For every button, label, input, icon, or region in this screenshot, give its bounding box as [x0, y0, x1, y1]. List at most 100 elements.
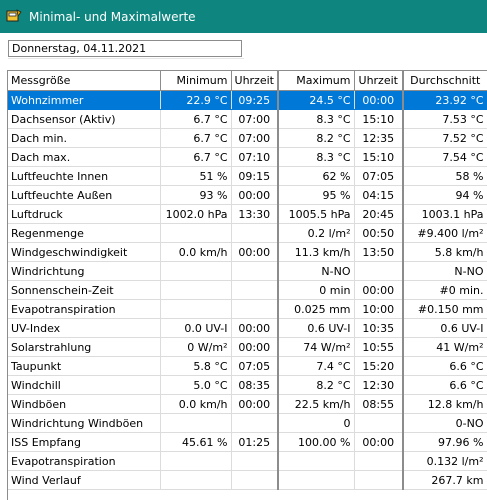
table-header: Messgröße Minimum Uhrzeit Maximum Uhrzei…	[8, 71, 487, 91]
table-row[interactable]: Evapotranspiration 0.132 l/m²	[8, 451, 487, 471]
table-row[interactable]: Luftfeuchte Außen 93 % 00:00 95 % 04:15 94 %	[8, 185, 487, 205]
cell-maximum: 8.2 °C	[277, 375, 355, 395]
cell-durchschnitt: 7.52 °C	[402, 128, 487, 148]
cell-messgroesse: UV-Index	[8, 318, 161, 338]
cell-durchschnitt: 97.96 %	[402, 432, 487, 452]
cell-maximum: 24.5 °C	[277, 90, 355, 110]
table-row[interactable]: Windrichtung N-NO N-NO	[8, 261, 487, 281]
cell-durchschnitt: 12.8 km/h	[402, 394, 487, 414]
cell-durchschnitt: 0.6 UV-I	[402, 318, 487, 338]
cell-minimum: 0.0 UV-I	[160, 318, 232, 338]
table-row[interactable]: Windchill 5.0 °C 08:35 8.2 °C 12:30 6.6 °C	[8, 375, 487, 395]
column-header-messgroesse[interactable]: Messgröße	[8, 71, 161, 91]
cell-uhrzeit-min: 00:00	[231, 185, 279, 205]
cell-uhrzeit-max	[354, 451, 404, 471]
title-bar[interactable]: Minimal- und Maximalwerte	[0, 0, 487, 33]
cell-maximum: N-NO	[277, 261, 355, 281]
table-row[interactable]: Regenmenge 0.2 l/m² 00:50 #9.400 l/m²	[8, 223, 487, 243]
cell-uhrzeit-max: 00:00	[354, 280, 404, 300]
table-row[interactable]: Wind Verlauf 267.7 km	[8, 470, 487, 490]
table-row[interactable]: Luftdruck 1002.0 hPa 13:30 1005.5 hPa 20:45 1…	[8, 204, 487, 224]
date-field-shadow	[8, 58, 244, 59]
cell-minimum: 5.0 °C	[160, 375, 232, 395]
cell-uhrzeit-min	[231, 299, 279, 319]
cell-durchschnitt: 23.92 °C	[402, 90, 487, 110]
table-row[interactable]: Solarstrahlung 0 W/m² 00:00 74 W/m² 10:55 41 …	[8, 337, 487, 357]
cell-uhrzeit-min: 00:00	[231, 318, 279, 338]
cell-maximum: 0.6 UV-I	[277, 318, 355, 338]
cell-messgroesse: Dach max.	[8, 147, 161, 167]
cell-uhrzeit-min: 01:25	[231, 432, 279, 452]
cell-uhrzeit-max	[354, 261, 404, 281]
table-row[interactable]: Dach min. 6.7 °C 07:00 8.2 °C 12:35 7.52 °C	[8, 128, 487, 148]
cell-uhrzeit-min: 08:35	[231, 375, 279, 395]
cell-durchschnitt: 0.132 l/m²	[402, 451, 487, 471]
table-row[interactable]: UV-Index 0.0 UV-I 00:00 0.6 UV-I 10:35 0.6 UV…	[8, 318, 487, 338]
cell-maximum: 1005.5 hPa	[277, 204, 355, 224]
table-row[interactable]: Dach max. 6.7 °C 07:10 8.3 °C 15:10 7.54 °C	[8, 147, 487, 167]
cell-uhrzeit-min: 00:00	[231, 337, 279, 357]
cell-maximum: 62 %	[277, 166, 355, 186]
cell-uhrzeit-max: 12:30	[354, 375, 404, 395]
cell-messgroesse: Taupunkt	[8, 356, 161, 376]
cell-minimum	[160, 299, 232, 319]
table-row[interactable]: Wohnzimmer 22.9 °C 09:25 24.5 °C 00:00 23.92 …	[8, 90, 487, 110]
cell-maximum: 100.00 %	[277, 432, 355, 452]
cell-minimum	[160, 470, 232, 490]
cell-messgroesse: Evapotranspiration	[8, 299, 161, 319]
cell-minimum: 22.9 °C	[160, 90, 232, 110]
cell-messgroesse: Windchill	[8, 375, 161, 395]
cell-maximum: 8.3 °C	[277, 147, 355, 167]
column-header-maximum[interactable]: Maximum	[277, 71, 355, 91]
column-header-uhrzeit-min[interactable]: Uhrzeit	[231, 71, 279, 91]
cell-uhrzeit-min	[231, 451, 279, 471]
table-row[interactable]: ISS Empfang 45.61 % 01:25 100.00 % 00:00 97.9…	[8, 432, 487, 452]
cell-durchschnitt: 6.6 °C	[402, 375, 487, 395]
column-header-uhrzeit-max[interactable]: Uhrzeit	[354, 71, 404, 91]
table-row[interactable]: Dachsensor (Aktiv) 6.7 °C 07:00 8.3 °C 15:10…	[8, 109, 487, 129]
cell-maximum: 8.2 °C	[277, 128, 355, 148]
table-row[interactable]: Windgeschwindigkeit 0.0 km/h 00:00 11.3 km/…	[8, 242, 487, 262]
table-row[interactable]: Luftfeuchte Innen 51 % 09:15 62 % 07:05 58 %	[8, 166, 487, 186]
cell-uhrzeit-max: 10:00	[354, 299, 404, 319]
cell-minimum	[160, 261, 232, 281]
table-row[interactable]: Windrichtung Windböen 0 0-NO	[8, 413, 487, 433]
cell-messgroesse: Luftdruck	[8, 204, 161, 224]
cell-uhrzeit-max: 15:20	[354, 356, 404, 376]
cell-uhrzeit-min: 09:25	[231, 90, 279, 110]
date-field[interactable]: Donnerstag, 04.11.2021	[8, 40, 242, 57]
cell-uhrzeit-min	[231, 261, 279, 281]
cell-messgroesse: Windböen	[8, 394, 161, 414]
table-row[interactable]: Windböen 0.0 km/h 00:00 22.5 km/h 08:55 12.8 …	[8, 394, 487, 414]
cell-messgroesse: Regenmenge	[8, 223, 161, 243]
cell-uhrzeit-min	[231, 413, 279, 433]
cell-durchschnitt: 7.54 °C	[402, 147, 487, 167]
cell-messgroesse: Wohnzimmer	[8, 90, 161, 110]
cell-uhrzeit-min: 13:30	[231, 204, 279, 224]
cell-uhrzeit-min: 07:10	[231, 147, 279, 167]
cell-messgroesse: ISS Empfang	[8, 432, 161, 452]
minmax-table[interactable]: Messgröße Minimum Uhrzeit Maximum Uhrzei…	[7, 70, 487, 500]
cell-uhrzeit-max: 10:55	[354, 337, 404, 357]
cell-minimum	[160, 413, 232, 433]
table-row[interactable]: Evapotranspiration 0.025 mm 10:00 #0.150 mm	[8, 299, 487, 319]
table-row[interactable]: Sonnenschein-Zeit 0 min 00:00 #0 min.	[8, 280, 487, 300]
cell-uhrzeit-max: 04:15	[354, 185, 404, 205]
cell-uhrzeit-max: 07:05	[354, 166, 404, 186]
cell-minimum: 6.7 °C	[160, 109, 232, 129]
cell-maximum: 8.3 °C	[277, 109, 355, 129]
column-header-durchschnitt[interactable]: Durchschnitt	[402, 71, 487, 91]
cell-uhrzeit-max: 00:50	[354, 223, 404, 243]
cell-maximum: 0 min	[277, 280, 355, 300]
table-row[interactable]: Taupunkt 5.8 °C 07:05 7.4 °C 15:20 6.6 °C	[8, 356, 487, 376]
cell-minimum: 93 %	[160, 185, 232, 205]
cell-minimum: 5.8 °C	[160, 356, 232, 376]
column-header-minimum[interactable]: Minimum	[160, 71, 232, 91]
cell-durchschnitt: N-NO	[402, 261, 487, 281]
cell-uhrzeit-max: 15:10	[354, 147, 404, 167]
cell-minimum: 6.7 °C	[160, 147, 232, 167]
cell-minimum: 51 %	[160, 166, 232, 186]
cell-durchschnitt: 7.53 °C	[402, 109, 487, 129]
cell-uhrzeit-max	[354, 413, 404, 433]
cell-durchschnitt: 1003.1 hPa	[402, 204, 487, 224]
